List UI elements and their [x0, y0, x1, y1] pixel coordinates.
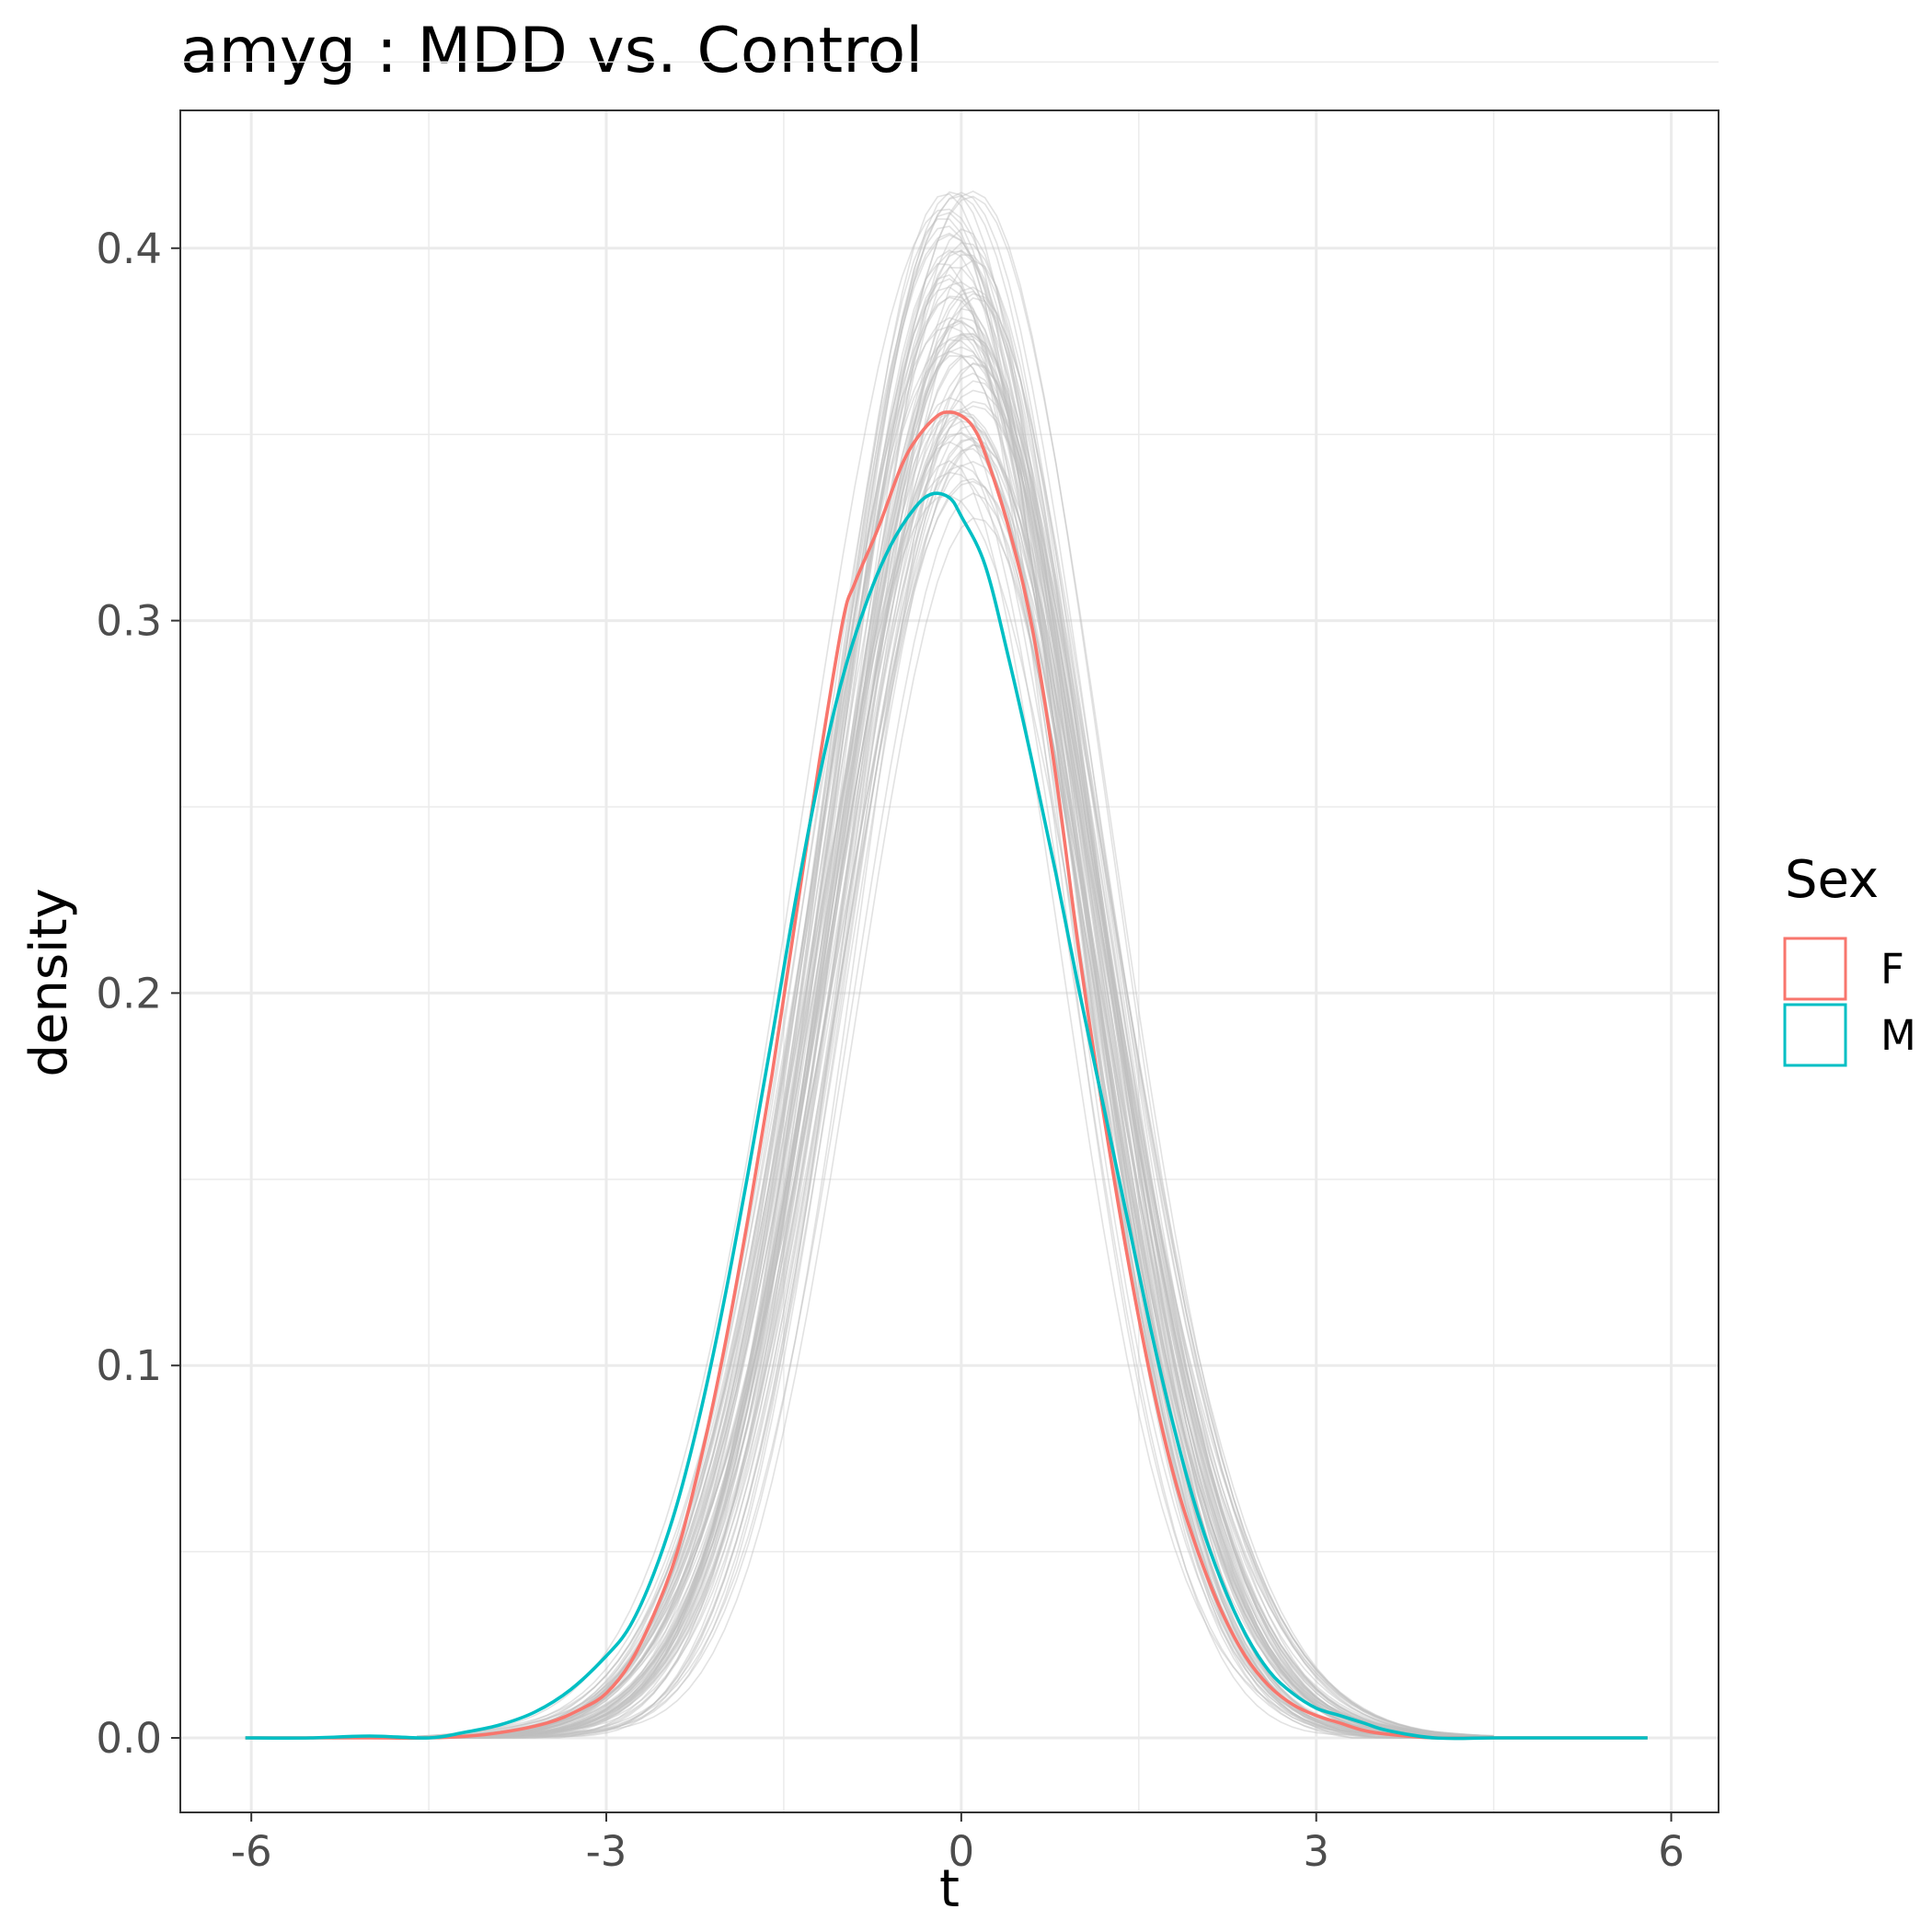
null-density-line [417, 190, 1494, 1739]
null-density-line [417, 372, 1494, 1738]
null-density-line [417, 362, 1494, 1739]
null-density-line [417, 259, 1494, 1739]
null-density-line [417, 410, 1494, 1739]
null-density-line [417, 273, 1494, 1739]
y-tick-label: 0.1 [96, 1341, 162, 1390]
legend-label-m: M [1880, 1011, 1916, 1060]
plot-panel-background [180, 110, 1719, 1812]
legend-key-m [1783, 1003, 1847, 1067]
null-density-line [417, 307, 1494, 1739]
null-density-line [417, 436, 1494, 1739]
null-density-line [417, 248, 1494, 1739]
null-density-line [417, 351, 1494, 1738]
grid-layer [180, 61, 1719, 1812]
null-density-line [417, 517, 1494, 1739]
legend-title: Sex [1785, 850, 1879, 910]
series-layer [245, 410, 1648, 1741]
y-tick-label: 0.3 [96, 597, 162, 646]
null-density-line [417, 218, 1494, 1739]
plot-panel-border [179, 109, 1719, 1813]
x-tick-label: -6 [231, 1827, 272, 1876]
null-density-line [417, 480, 1494, 1739]
null-density-line [417, 494, 1494, 1739]
null-density-line [417, 444, 1494, 1739]
y-axis-title: density [19, 888, 79, 1076]
null-density-line [417, 492, 1494, 1739]
null-density-line [417, 354, 1494, 1739]
null-density-line [417, 432, 1494, 1739]
null-density-line [417, 412, 1494, 1739]
null-density-line [417, 441, 1494, 1739]
null-density-line [417, 254, 1494, 1739]
null-density-line [417, 293, 1494, 1739]
null-density-line [417, 242, 1494, 1739]
null-density-line [417, 286, 1494, 1739]
null-density-line [417, 397, 1494, 1739]
null-density-line [417, 333, 1494, 1739]
null-density-line [417, 438, 1494, 1739]
null-density-line [417, 316, 1494, 1739]
null-density-line [417, 346, 1494, 1739]
axes-layer: -6 -3 0 3 6 0.0 0.1 0.2 0.3 0.4 [96, 224, 1684, 1876]
null-density-line [417, 339, 1494, 1738]
null-density-line [417, 380, 1494, 1739]
y-tick-label: 0.2 [96, 969, 162, 1018]
null-density-line [417, 266, 1494, 1739]
series-line-f [245, 410, 1648, 1741]
x-tick-label: 6 [1658, 1827, 1685, 1876]
legend-entries: FM [1783, 937, 1916, 1067]
x-tick-label: 3 [1303, 1827, 1329, 1876]
null-density-line [417, 335, 1494, 1738]
null-density-line [417, 464, 1494, 1739]
null-density-line [417, 191, 1494, 1739]
null-density-line [417, 333, 1494, 1738]
null-density-line [417, 413, 1494, 1739]
null-density-line [417, 192, 1494, 1739]
null-density-line [417, 195, 1494, 1739]
null-density-line [417, 389, 1494, 1738]
null-density-line [417, 228, 1494, 1739]
null-density-line [417, 362, 1494, 1739]
null-density-line [417, 190, 1494, 1739]
null-density-line [417, 262, 1494, 1739]
x-tick-label: -3 [586, 1827, 627, 1876]
null-density-line [417, 316, 1494, 1739]
x-axis-title: t [939, 1859, 960, 1919]
null-density-line [417, 278, 1494, 1739]
legend: Sex FM [1783, 850, 1916, 1067]
null-density-line [417, 460, 1494, 1739]
null-density-line [417, 471, 1494, 1738]
series-line-m [245, 491, 1648, 1741]
null-density-line [417, 225, 1494, 1739]
legend-key-f [1783, 937, 1847, 1001]
null-density-line [417, 447, 1494, 1738]
y-tick-label: 0.4 [96, 224, 162, 273]
null-density-line [417, 443, 1494, 1739]
x-tick-label: 0 [949, 1827, 975, 1876]
null-density-line [417, 354, 1494, 1739]
legend-label-f: F [1880, 945, 1904, 994]
null-density-line [417, 424, 1494, 1739]
null-density-line [417, 232, 1494, 1739]
null-density-line [417, 338, 1494, 1739]
y-tick-label: 0.0 [96, 1714, 162, 1763]
null-density-line [417, 286, 1494, 1739]
null-density-line [417, 400, 1494, 1739]
chart-title: amyg : MDD vs. Control [180, 15, 923, 87]
null-density-line [417, 212, 1494, 1739]
null-density-line [417, 431, 1494, 1739]
null-density-line [417, 405, 1494, 1739]
null-density-line [417, 325, 1494, 1738]
null-density-lines [417, 190, 1494, 1739]
